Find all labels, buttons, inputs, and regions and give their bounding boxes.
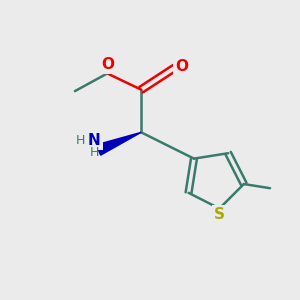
Text: O: O bbox=[101, 57, 114, 72]
Text: O: O bbox=[101, 57, 114, 72]
Text: S: S bbox=[214, 207, 225, 222]
Text: N: N bbox=[88, 133, 100, 148]
Text: S: S bbox=[214, 207, 225, 222]
Text: H: H bbox=[76, 134, 86, 147]
Text: O: O bbox=[175, 59, 188, 74]
Text: O: O bbox=[175, 59, 188, 74]
Polygon shape bbox=[96, 132, 141, 155]
Text: H: H bbox=[89, 146, 99, 159]
Text: N: N bbox=[88, 133, 100, 148]
